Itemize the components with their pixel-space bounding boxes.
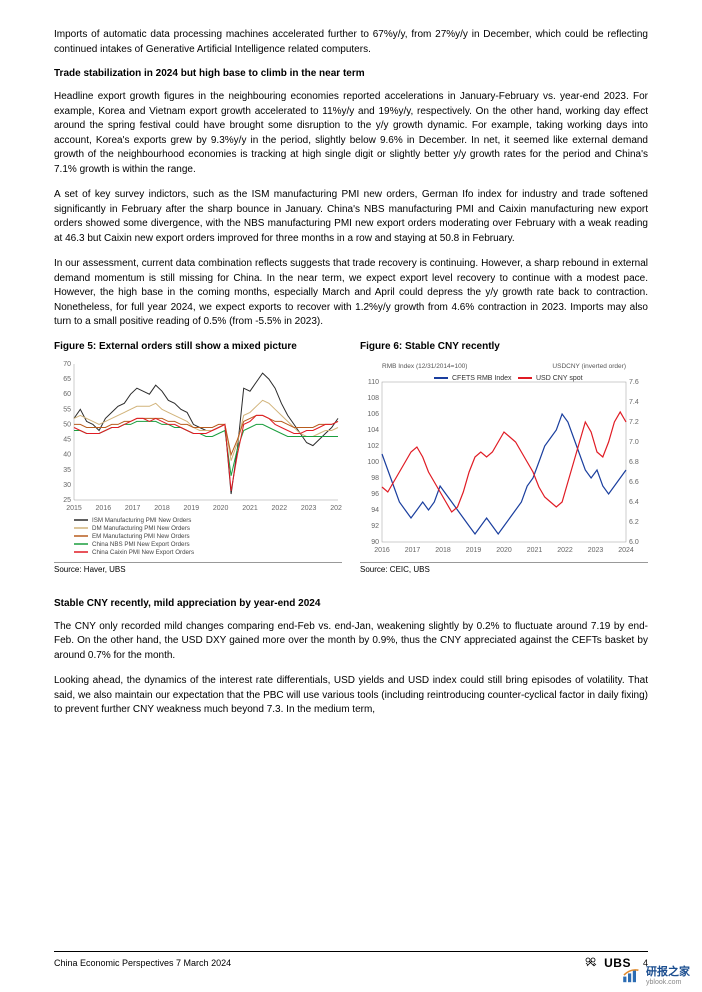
svg-text:2022: 2022 [272,505,288,512]
svg-text:2024: 2024 [330,505,342,512]
svg-text:30: 30 [63,481,71,488]
svg-text:6.0: 6.0 [629,539,639,546]
svg-text:108: 108 [367,395,379,402]
svg-text:2016: 2016 [374,547,390,554]
paragraph: Imports of automatic data processing mac… [54,28,648,57]
svg-text:106: 106 [367,411,379,418]
figure-source: Source: Haver, UBS [54,562,342,574]
watermark-icon [622,967,642,983]
svg-text:2020: 2020 [213,505,229,512]
svg-text:110: 110 [368,379,379,386]
watermark: 研报之家 yblook.com [622,963,690,986]
figure-6-chart: RMB Index (12/31/2014=100) USDCNY (invert… [360,358,648,556]
svg-text:2017: 2017 [125,505,141,512]
svg-text:ISM Manufacturing PMI New Orde: ISM Manufacturing PMI New Orders [92,517,191,524]
figure-source: Source: CEIC, UBS [360,562,648,574]
svg-text:2024: 2024 [618,547,634,554]
svg-text:RMB Index (12/31/2014=100): RMB Index (12/31/2014=100) [382,363,467,370]
svg-text:2016: 2016 [96,505,112,512]
svg-text:EM Manufacturing PMI New Order: EM Manufacturing PMI New Orders [92,533,190,540]
paragraph: Headline export growth figures in the ne… [54,90,648,177]
svg-text:70: 70 [63,361,71,368]
page-footer: China Economic Perspectives 7 March 2024… [54,951,648,970]
svg-text:DM Manufacturing PMI New Order: DM Manufacturing PMI New Orders [92,525,190,532]
figure-6: Figure 6: Stable CNY recently RMB Index … [360,341,648,574]
svg-text:96: 96 [371,491,379,498]
svg-text:2018: 2018 [435,547,451,554]
paragraph: Looking ahead, the dynamics of the inter… [54,674,648,718]
svg-text:China NBS PMI New Export Order: China NBS PMI New Export Orders [92,541,190,548]
section-heading: Trade stabilization in 2024 but high bas… [54,68,648,79]
svg-text:2018: 2018 [154,505,170,512]
svg-text:CFETS RMB Index: CFETS RMB Index [452,375,512,382]
svg-text:2019: 2019 [466,547,482,554]
svg-text:55: 55 [63,406,71,413]
svg-text:35: 35 [63,466,71,473]
svg-text:92: 92 [371,523,379,530]
svg-text:2020: 2020 [496,547,512,554]
svg-text:2022: 2022 [557,547,573,554]
svg-text:6.8: 6.8 [629,459,639,466]
footer-left-text: China Economic Perspectives 7 March 2024 [54,958,231,968]
svg-text:2021: 2021 [527,547,543,554]
svg-text:6.6: 6.6 [629,479,639,486]
svg-text:6.2: 6.2 [629,519,639,526]
svg-text:50: 50 [63,421,71,428]
svg-text:104: 104 [367,427,379,434]
svg-text:7.0: 7.0 [629,439,639,446]
svg-text:7.2: 7.2 [629,419,639,426]
svg-text:6.4: 6.4 [629,499,639,506]
svg-text:100: 100 [367,459,379,466]
svg-text:102: 102 [367,443,379,450]
figure-title: Figure 5: External orders still show a m… [54,341,342,352]
svg-text:2017: 2017 [405,547,421,554]
ubs-keys-icon [584,956,598,970]
svg-text:China Caixin PMI New Export Or: China Caixin PMI New Export Orders [92,549,194,556]
svg-text:25: 25 [63,497,71,504]
svg-text:60: 60 [63,391,71,398]
svg-text:90: 90 [371,539,379,546]
svg-text:94: 94 [371,507,379,514]
svg-text:2023: 2023 [301,505,317,512]
figure-5: Figure 5: External orders still show a m… [54,341,342,574]
svg-text:7.4: 7.4 [629,399,639,406]
svg-text:7.6: 7.6 [629,379,639,386]
watermark-text: 研报之家 [646,963,690,979]
paragraph: In our assessment, current data combinat… [54,257,648,330]
svg-text:40: 40 [63,451,71,458]
svg-text:2019: 2019 [184,505,200,512]
svg-text:65: 65 [63,376,71,383]
paragraph: The CNY only recorded mild changes compa… [54,620,648,664]
svg-text:98: 98 [371,475,379,482]
svg-text:2015: 2015 [66,505,82,512]
watermark-url: yblook.com [646,979,690,986]
svg-text:USDCNY (inverted order): USDCNY (inverted order) [552,363,626,370]
figure-5-chart: 25 30 35 40 45 50 55 60 65 70 2015 2016 2017 2018 2019… [54,358,342,556]
figure-title: Figure 6: Stable CNY recently [360,341,648,352]
svg-text:USD CNY spot: USD CNY spot [536,375,583,382]
section-heading: Stable CNY recently, mild appreciation b… [54,598,648,609]
svg-text:2023: 2023 [588,547,604,554]
svg-text:45: 45 [63,436,71,443]
paragraph: A set of key survey indictors, such as t… [54,188,648,246]
svg-text:2021: 2021 [242,505,258,512]
